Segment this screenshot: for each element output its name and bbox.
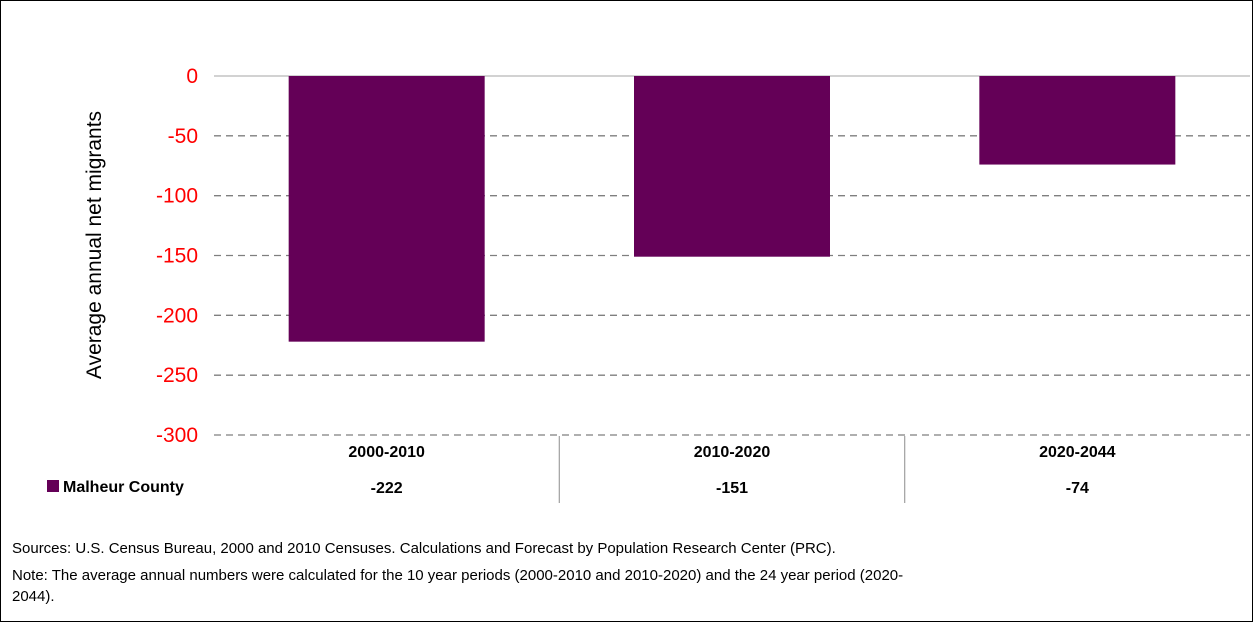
data-table: 2000-2010 -222 2010-2020 -151 2020-2044 -74 Ma… xyxy=(47,436,1116,503)
category-label: 2010-2020 xyxy=(694,444,771,461)
bar-2000-2010 xyxy=(288,76,485,342)
method-note-line-2: 2044). xyxy=(12,588,55,605)
y-tick-label: -300 xyxy=(156,424,198,447)
legend-swatch xyxy=(47,480,59,492)
sources-note: Sources: U.S. Census Bureau, 2000 and 20… xyxy=(12,540,836,557)
legend-series-name: Malheur County xyxy=(63,479,184,496)
bar-2020-2044 xyxy=(979,76,1176,165)
data-label: -222 xyxy=(371,480,403,497)
category-label: 2000-2010 xyxy=(348,444,425,461)
method-note-line-1: Note: The average annual numbers were ca… xyxy=(12,567,904,584)
y-tick-label: -200 xyxy=(156,304,198,327)
bar-chart: 0 -50 -100 -150 -200 -250 -300 Average annual … xyxy=(47,65,1250,503)
bar-2010-2020 xyxy=(634,76,830,257)
y-tick-label: -250 xyxy=(156,364,198,387)
y-tick-label: -50 xyxy=(168,125,198,148)
y-axis-ticks: 0 -50 -100 -150 -200 -250 -300 xyxy=(156,65,198,447)
bars xyxy=(288,76,1176,342)
data-label: -74 xyxy=(1066,480,1089,497)
data-label: -151 xyxy=(716,480,748,497)
y-axis-label: Average annual net migrants xyxy=(83,111,106,379)
category-label: 2020-2044 xyxy=(1039,444,1116,461)
y-tick-label: 0 xyxy=(186,65,198,88)
y-tick-label: -100 xyxy=(156,185,198,208)
y-tick-label: -150 xyxy=(156,245,198,268)
